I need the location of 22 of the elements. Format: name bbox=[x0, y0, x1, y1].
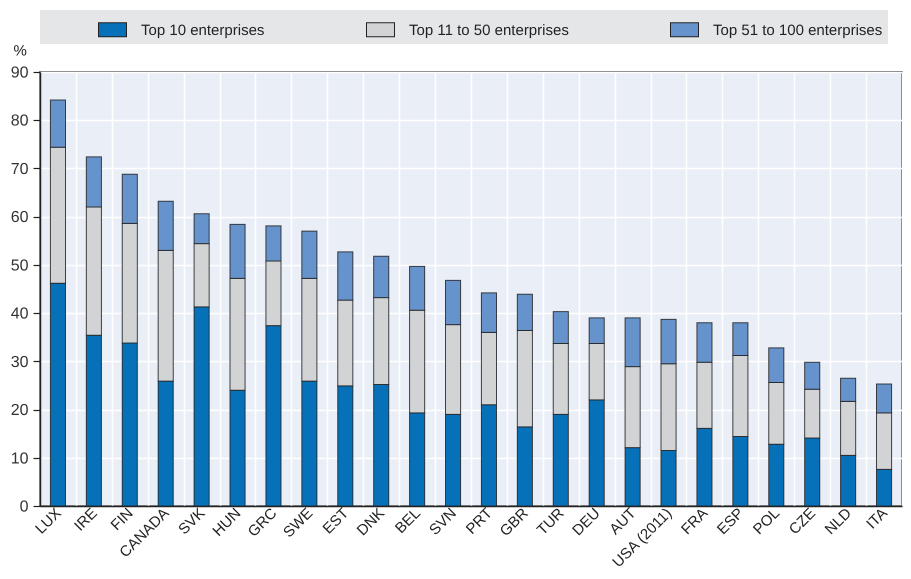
x-tick-label: POL bbox=[750, 504, 784, 538]
y-tick-label: 90 bbox=[10, 64, 29, 82]
y-tick-label: 50 bbox=[10, 257, 29, 274]
y-tick-label: 20 bbox=[10, 402, 29, 420]
y-tick-label: 10 bbox=[10, 450, 29, 468]
x-tick-label: BEL bbox=[392, 504, 424, 537]
y-tick-label: 80 bbox=[10, 112, 29, 130]
x-tick-label: IRE bbox=[71, 504, 101, 535]
y-tick-label: 0 bbox=[20, 498, 29, 516]
legend-label: Top 11 to 50 enterprises bbox=[409, 22, 569, 39]
y-tick-label: 40 bbox=[10, 306, 29, 323]
legend-label: Top 10 enterprises bbox=[141, 22, 264, 39]
y-tick-label: 30 bbox=[10, 354, 29, 371]
y-tick-label: 60 bbox=[10, 209, 29, 226]
y-axis-title: % bbox=[14, 42, 27, 60]
x-tick-label: ITA bbox=[863, 504, 891, 533]
legend-label: Top 51 to 100 enterprises bbox=[713, 22, 882, 39]
x-tick-label: TUR bbox=[534, 504, 568, 539]
x-tick-label: NLD bbox=[822, 504, 856, 538]
x-tick-label: FRA bbox=[678, 504, 712, 538]
x-tick-label: CZE bbox=[786, 504, 820, 538]
y-tick-label: 70 bbox=[10, 160, 29, 178]
